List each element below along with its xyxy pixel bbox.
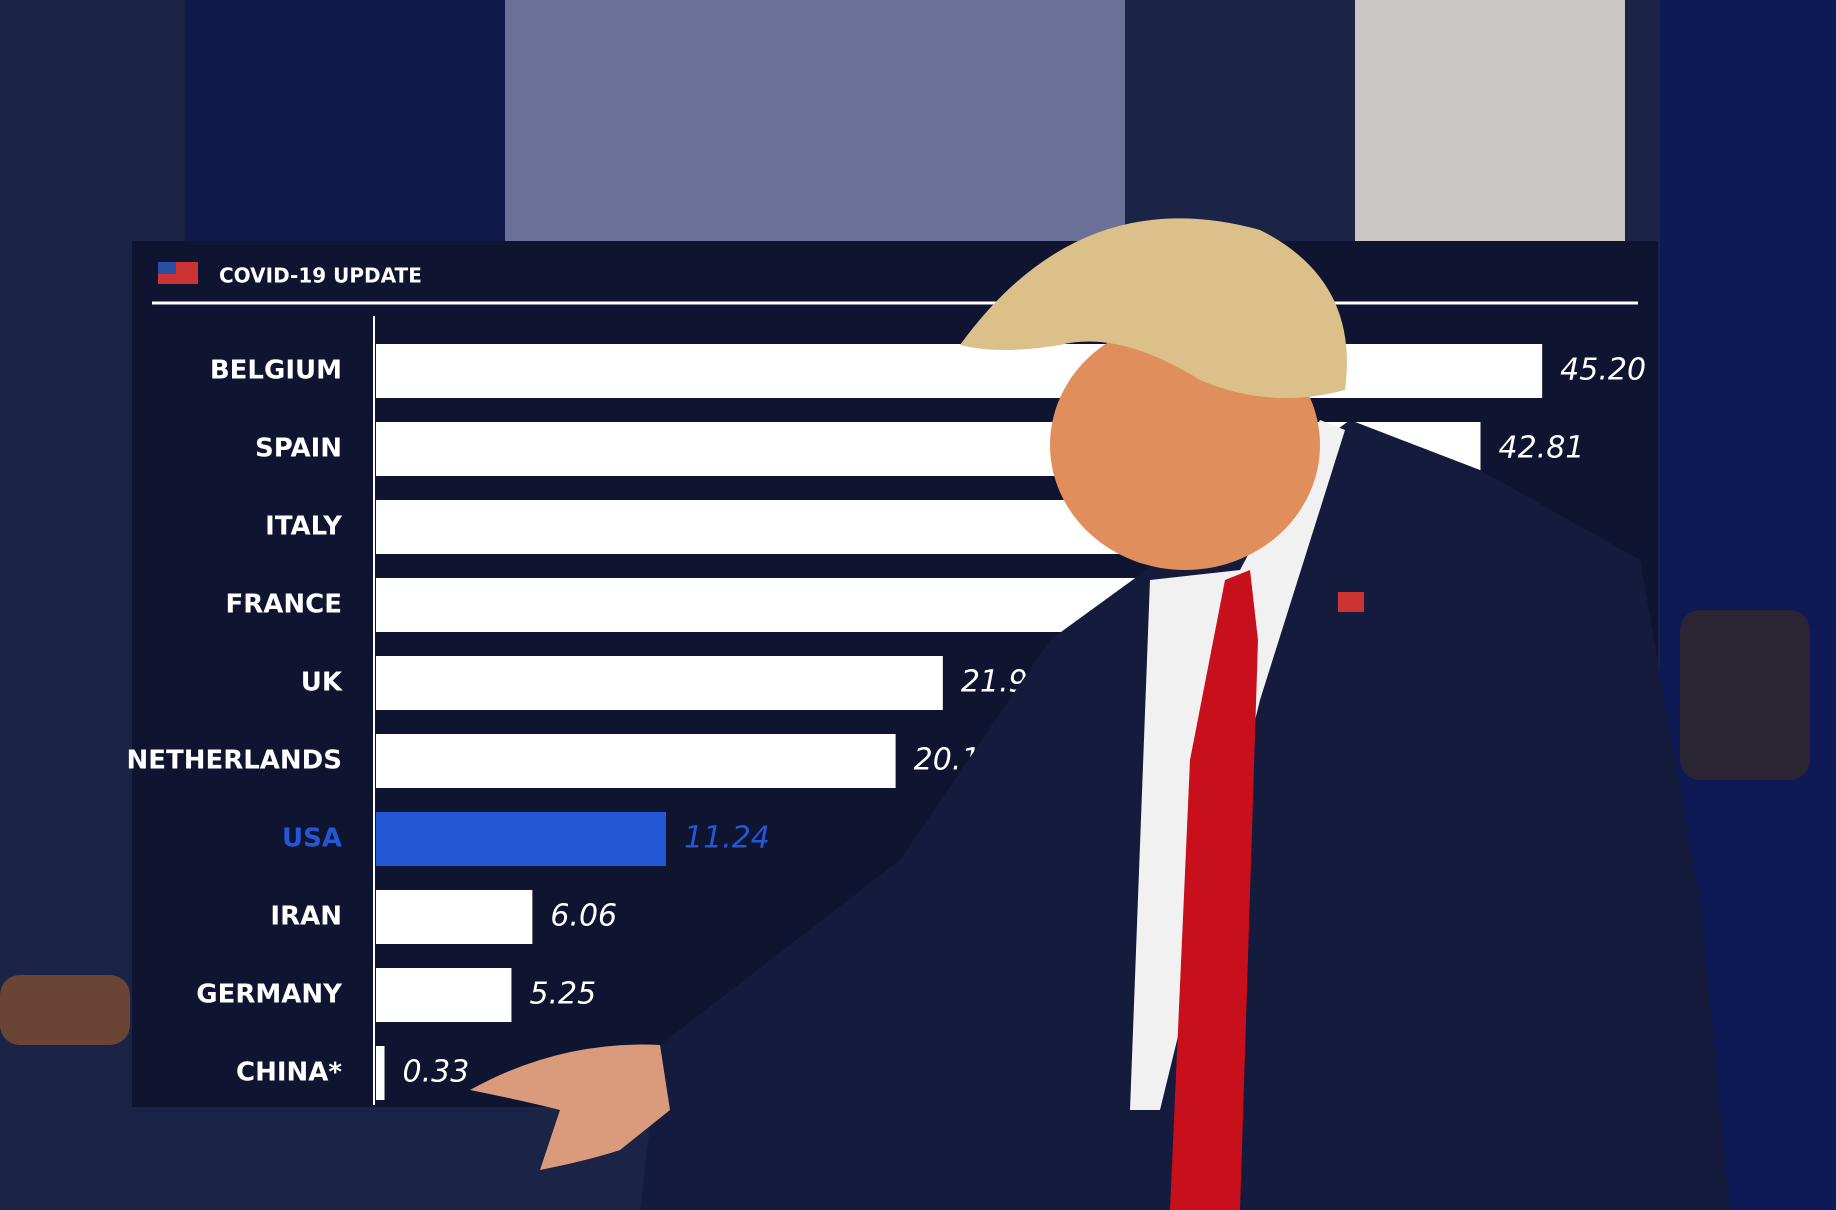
category-label: USA xyxy=(282,824,342,854)
bar xyxy=(376,890,533,944)
category-label: ITALY xyxy=(265,512,343,542)
value-label: 6.06 xyxy=(550,899,617,934)
chart-title: COVID-19 UPDATE xyxy=(219,264,422,288)
category-label: NETHERLANDS xyxy=(126,746,342,776)
category-label: GERMANY xyxy=(196,980,343,1010)
bar xyxy=(376,344,1543,398)
category-label: IRAN xyxy=(270,902,342,932)
pin xyxy=(1338,592,1364,612)
wall xyxy=(505,0,1125,245)
value-label: 5.25 xyxy=(529,977,596,1012)
category-label: FRANCE xyxy=(225,590,342,620)
hair xyxy=(960,218,1347,398)
category-label: CHINA* xyxy=(236,1058,342,1088)
bar xyxy=(376,812,666,866)
column xyxy=(1355,0,1625,245)
value-label: 11.24 xyxy=(684,821,770,856)
category-label: UK xyxy=(301,668,343,698)
podium xyxy=(0,975,130,1045)
tie xyxy=(1170,570,1258,1210)
camera xyxy=(1680,610,1810,780)
value-label: 0.33 xyxy=(403,1055,470,1090)
value-label: 42.81 xyxy=(1498,431,1584,466)
bar xyxy=(376,656,943,710)
hand xyxy=(470,1044,670,1170)
person xyxy=(470,218,1810,1210)
category-label: SPAIN xyxy=(255,434,342,464)
bar xyxy=(376,968,512,1022)
flag-canton xyxy=(158,262,176,274)
curtain xyxy=(185,0,505,260)
bar xyxy=(376,1046,385,1100)
category-label: BELGIUM xyxy=(210,356,342,386)
value-label: 45.20 xyxy=(1560,353,1646,388)
bar xyxy=(376,734,896,788)
